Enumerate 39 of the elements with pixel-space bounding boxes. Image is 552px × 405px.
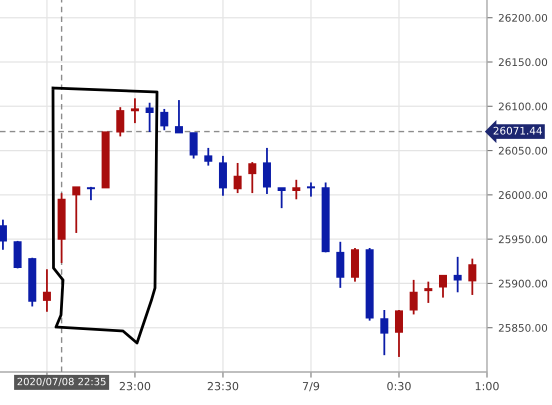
candlestick xyxy=(130,97,139,124)
candlestick xyxy=(248,161,256,194)
x-tick-label: 23:30 xyxy=(208,382,238,390)
x-tick-label: 23:00 xyxy=(120,382,150,390)
candlestick xyxy=(410,278,418,316)
x-tick-label: 7/9 xyxy=(302,382,320,392)
candlestick xyxy=(468,258,476,296)
candlestick xyxy=(0,218,7,251)
candlestick xyxy=(262,147,271,195)
candlestick xyxy=(72,186,80,234)
ref-line-label: 2020/07/08 22:35 xyxy=(18,378,106,386)
y-tick-label: 25950.00 xyxy=(498,235,548,244)
candlestick xyxy=(174,99,183,134)
y-tick-label: 26200.00 xyxy=(498,14,548,22)
y-tick-label: 26150.00 xyxy=(498,58,548,66)
x-tick-label: 0:30 xyxy=(387,382,411,390)
y-tick-label: 25850.00 xyxy=(498,324,548,332)
candlestick xyxy=(42,268,51,313)
x-tick-label: 1:00 xyxy=(476,382,499,390)
y-tick-label: 26100.00 xyxy=(498,102,548,110)
candlestick xyxy=(292,178,300,200)
candlestick xyxy=(160,108,168,132)
candlestick xyxy=(116,106,124,138)
candlestick xyxy=(306,182,315,198)
candlestick xyxy=(190,132,198,160)
candlestick xyxy=(278,186,286,210)
candlestick xyxy=(146,102,154,133)
candlestick xyxy=(394,309,403,358)
candlestick xyxy=(454,256,462,294)
candlestick xyxy=(86,186,95,202)
y-tick-label: 26050.00 xyxy=(498,146,548,155)
y-tick-label: 26000.00 xyxy=(498,191,548,199)
ref-line-label: 26071.44 xyxy=(494,126,542,135)
y-tick-label: 25900.00 xyxy=(498,280,548,288)
candlestick xyxy=(438,274,447,299)
candlestick xyxy=(380,309,388,356)
candlestick xyxy=(234,162,242,194)
candlestick xyxy=(424,280,432,304)
candlestick xyxy=(204,147,212,167)
